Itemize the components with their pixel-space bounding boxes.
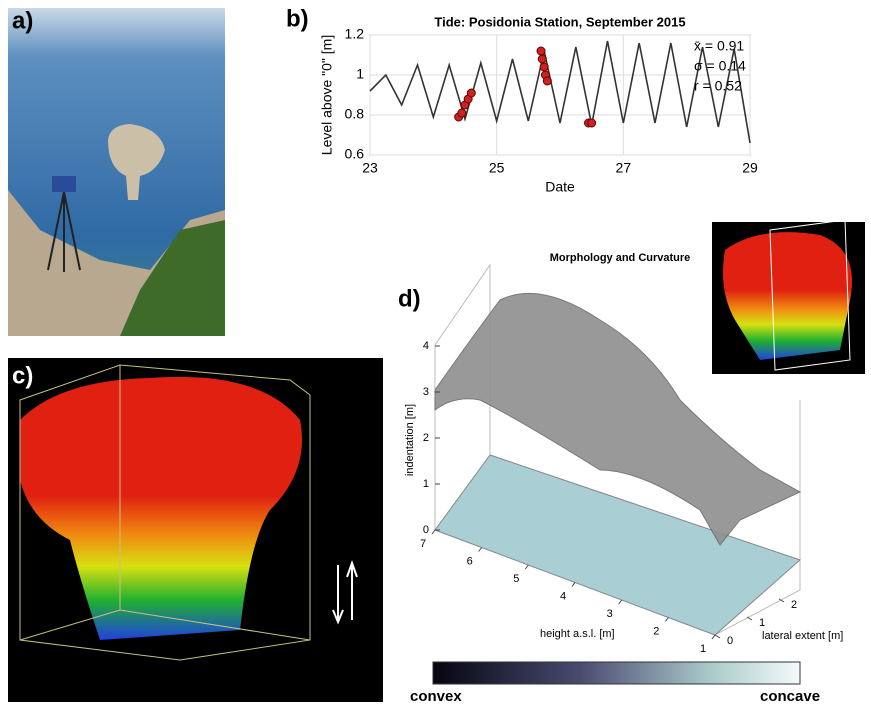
panel-label: d) bbox=[398, 285, 421, 312]
annotation: σ = 0.14 bbox=[694, 58, 746, 74]
z-tick-label: 0 bbox=[423, 524, 429, 536]
figure: a) b) c) d) 0.60.811.223252729Tide: Posi… bbox=[0, 0, 871, 708]
chart-title: Tide: Posidonia Station, September 2015 bbox=[434, 14, 685, 29]
x-tick-label: 5 bbox=[513, 573, 519, 585]
tick-mark bbox=[525, 565, 528, 569]
panel-label: a) bbox=[12, 7, 33, 34]
y-tick-label: 1 bbox=[759, 617, 765, 629]
x-axis-label: height a.s.l. [m] bbox=[540, 628, 615, 640]
data-point bbox=[537, 47, 545, 55]
data-point bbox=[467, 89, 475, 97]
point-cloud bbox=[8, 358, 383, 702]
y-tick-label: 0.8 bbox=[345, 106, 365, 122]
y-tick-label: 0 bbox=[727, 635, 733, 647]
tick-mark bbox=[572, 583, 575, 587]
z-tick-label: 2 bbox=[423, 432, 429, 444]
x-tick-label: 2 bbox=[653, 625, 659, 637]
x-axis-label: Date bbox=[545, 179, 575, 195]
panel-label: b) bbox=[286, 5, 309, 32]
panel-label: c) bbox=[12, 362, 33, 389]
x-tick-label: 1 bbox=[700, 643, 706, 655]
tick-mark bbox=[712, 635, 715, 639]
y-axis-label: Level above "0" [m] bbox=[319, 35, 335, 155]
x-tick-label: 6 bbox=[467, 555, 473, 567]
data-point bbox=[458, 109, 466, 117]
colorbar-label: concave bbox=[760, 688, 820, 705]
x-tick-label: 4 bbox=[560, 590, 566, 602]
annotation: r = 0.52 bbox=[694, 78, 742, 94]
x-tick-label: 23 bbox=[362, 160, 378, 176]
y-tick-label: 1 bbox=[356, 66, 364, 82]
y-axis-label: lateral extent [m] bbox=[762, 630, 843, 642]
photo bbox=[8, 8, 225, 336]
tick-mark bbox=[665, 618, 668, 622]
z-tick-label: 3 bbox=[423, 386, 429, 398]
data-point bbox=[540, 63, 548, 71]
x-tick-label: 29 bbox=[742, 160, 758, 176]
x-tick-label: 3 bbox=[607, 608, 613, 620]
tick-mark bbox=[619, 600, 622, 604]
z-axis-label: indentation [m] bbox=[404, 404, 416, 476]
chart-title: Morphology and Curvature bbox=[550, 252, 691, 264]
colorbar-label: convex bbox=[410, 688, 462, 705]
x-tick-label: 27 bbox=[616, 160, 632, 176]
tick-mark bbox=[715, 635, 720, 638]
z-tick-label: 4 bbox=[423, 340, 429, 352]
annotation: x̄ = 0.91 bbox=[694, 38, 744, 54]
x-tick-label: 7 bbox=[420, 538, 426, 550]
tick-mark bbox=[432, 530, 435, 534]
tick-mark bbox=[479, 548, 482, 552]
y-tick-label: 2 bbox=[791, 599, 797, 611]
data-point bbox=[543, 77, 551, 85]
tick-mark bbox=[747, 617, 752, 620]
data-point bbox=[538, 55, 546, 63]
z-tick-label: 1 bbox=[423, 478, 429, 490]
inset-image bbox=[712, 220, 865, 374]
x-tick-label: 25 bbox=[489, 160, 505, 176]
data-point bbox=[588, 119, 596, 127]
y-tick-label: 1.2 bbox=[345, 26, 365, 42]
